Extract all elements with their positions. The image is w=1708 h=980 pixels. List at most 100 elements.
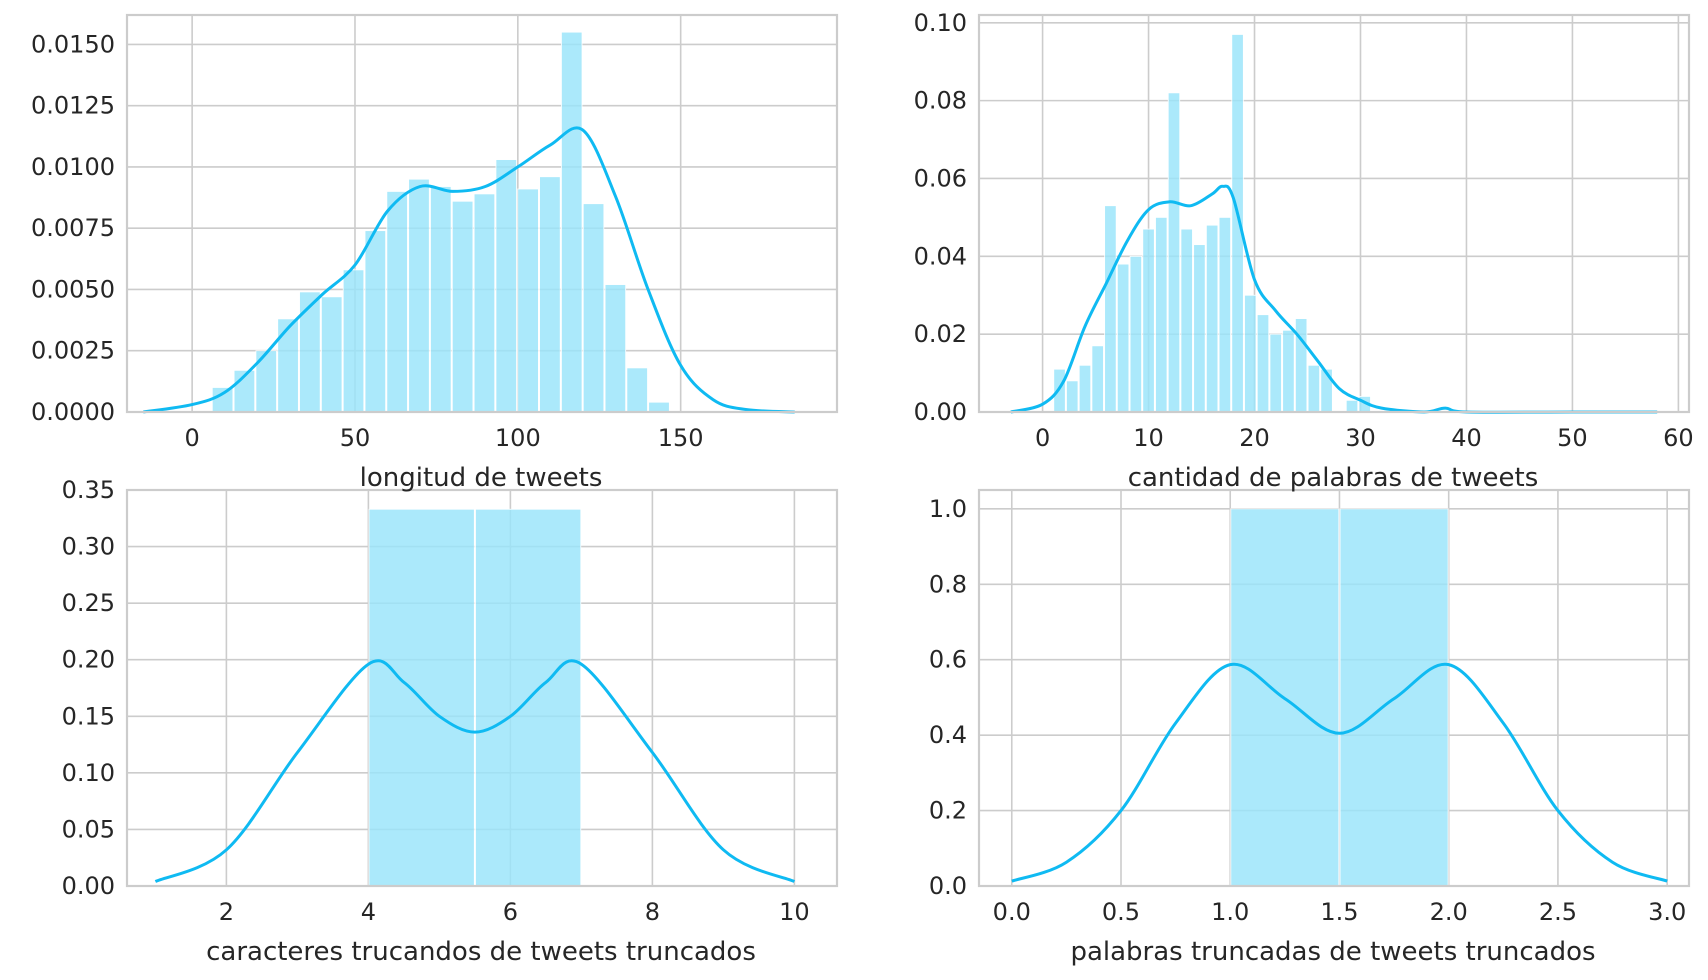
y-tick-label: 0.00 xyxy=(914,398,967,426)
y-tick-label: 0.0075 xyxy=(31,214,115,242)
histogram-bar xyxy=(408,178,430,413)
histogram-bar xyxy=(1256,314,1270,413)
y-tick-label: 0.00 xyxy=(62,872,115,900)
histogram-bar xyxy=(1104,205,1117,413)
histogram-bar xyxy=(211,387,234,413)
x-tick-label: 150 xyxy=(658,424,704,452)
y-tick-label: 0.20 xyxy=(62,646,115,674)
x-tick-label: 4 xyxy=(361,898,376,926)
y-tick-label: 1.0 xyxy=(929,495,967,523)
histogram-bar xyxy=(1142,228,1155,413)
x-tick-label: 0 xyxy=(1035,424,1050,452)
histogram-bar xyxy=(299,291,321,413)
x-tick-label: 8 xyxy=(645,898,660,926)
x-tick-label: 2 xyxy=(219,898,234,926)
axes-frame xyxy=(125,13,839,414)
kde-curve xyxy=(1010,184,1658,414)
histogram-bar xyxy=(1218,216,1232,413)
x-tick-label: 1.5 xyxy=(1320,898,1358,926)
histogram-bar xyxy=(1269,333,1282,413)
kde-curve xyxy=(154,659,796,883)
x-tick-label: 0.5 xyxy=(1102,898,1140,926)
chart-panel-1: 0 10 20 30 40 50 60 0.00 0.02 0.04 0.06 0.08 0.10 xyxy=(914,9,1694,452)
x-tick-label: 20 xyxy=(1239,424,1270,452)
y-tick-label: 0.30 xyxy=(62,533,115,561)
histogram-bar xyxy=(430,186,452,413)
histogram-bar xyxy=(1345,399,1359,413)
y-tick-label: 0.0050 xyxy=(31,275,115,303)
y-tick-label: 0.0150 xyxy=(31,30,115,58)
histogram-bar xyxy=(1307,364,1321,413)
x-tick-label: 6 xyxy=(503,898,518,926)
x-tick-label: 50 xyxy=(340,424,371,452)
histogram-bar xyxy=(604,284,627,413)
chart-panel-2: 2 4 6 8 10 0.00 0.05 0.10 0.15 0.20 0.25 0.30 0.35 xyxy=(62,476,839,926)
histogram-bar xyxy=(386,191,408,413)
histogram-bar xyxy=(1066,380,1079,413)
histogram-bar xyxy=(451,200,474,413)
histogram-bar xyxy=(648,401,670,413)
histogram-bar xyxy=(1193,244,1206,413)
histogram-bar xyxy=(495,159,517,413)
x-tick-label: 100 xyxy=(495,424,541,452)
y-tick-label: 0.04 xyxy=(914,242,967,270)
axes-frame xyxy=(125,488,839,888)
y-tick-label: 0.08 xyxy=(914,87,967,115)
x-tick-label: 2.5 xyxy=(1539,898,1577,926)
xlabel-0: longitud de tweets xyxy=(360,463,603,493)
x-tick-label: 2.0 xyxy=(1430,898,1468,926)
x-tick-label: 10 xyxy=(1133,424,1164,452)
y-tick-label: 0.10 xyxy=(62,759,115,787)
histogram-bar xyxy=(517,188,539,413)
y-tick-label: 0.15 xyxy=(62,702,115,730)
x-tick-label: 30 xyxy=(1345,424,1376,452)
chart-panel-3: 0.0 0.5 1.0 1.5 2.0 2.5 3.0 0.0 0.2 0.4 0.6 0.8 1.0 xyxy=(929,488,1691,926)
histogram-bar xyxy=(1231,34,1244,413)
histogram-bar xyxy=(1091,345,1104,413)
histogram-bar xyxy=(582,203,605,413)
xlabel-1: cantidad de palabras de tweets xyxy=(1128,463,1539,493)
histogram-bar xyxy=(277,318,299,413)
plot-area xyxy=(979,15,1689,412)
y-tick-label: 0.0100 xyxy=(31,153,115,181)
xlabel-3: palabras truncadas de tweets truncados xyxy=(1070,937,1595,967)
histogram-bar xyxy=(1282,329,1295,413)
histogram-bar xyxy=(1078,364,1092,413)
x-tick-label: 1.0 xyxy=(1211,898,1249,926)
y-tick-label: 0.0125 xyxy=(31,92,115,120)
histogram-bar xyxy=(539,176,561,413)
y-tick-label: 0.8 xyxy=(929,570,967,598)
y-tick-label: 0.25 xyxy=(62,589,115,617)
y-tick-label: 0.6 xyxy=(929,646,967,674)
histogram-bar xyxy=(561,31,583,413)
y-tick-label: 0.06 xyxy=(914,164,967,192)
histogram-bar xyxy=(1116,263,1130,413)
chart-panel-0: 0 50 100 150 0.0000 0.0025 0.0050 0.0075 0.0100 0… xyxy=(31,13,839,452)
histogram-bar xyxy=(364,230,387,413)
x-tick-label: 10 xyxy=(779,898,810,926)
y-tick-label: 0.0 xyxy=(929,872,967,900)
histogram-bar xyxy=(1320,368,1333,413)
y-tick-label: 0.10 xyxy=(914,9,967,37)
y-tick-label: 0.0025 xyxy=(31,337,115,365)
axes-frame xyxy=(977,13,1691,414)
histogram-bar xyxy=(1205,224,1219,413)
x-tick-label: 3.0 xyxy=(1648,898,1686,926)
histogram-bar xyxy=(320,296,343,413)
y-tick-label: 0.4 xyxy=(929,721,967,749)
histogram-bar xyxy=(342,269,365,413)
histogram-bar xyxy=(473,193,496,413)
x-tick-label: 50 xyxy=(1557,424,1588,452)
x-tick-label: 0 xyxy=(184,424,199,452)
histogram-bar xyxy=(1129,255,1142,413)
histogram-bar xyxy=(1244,294,1257,413)
y-tick-label: 0.35 xyxy=(62,476,115,504)
x-tick-label: 40 xyxy=(1451,424,1482,452)
y-tick-label: 0.02 xyxy=(914,320,967,348)
histogram-bar xyxy=(1155,216,1168,413)
y-tick-label: 0.2 xyxy=(929,797,967,825)
histogram-bar xyxy=(1180,228,1193,413)
histogram-bar xyxy=(626,367,648,413)
y-tick-label: 0.0000 xyxy=(31,398,115,426)
